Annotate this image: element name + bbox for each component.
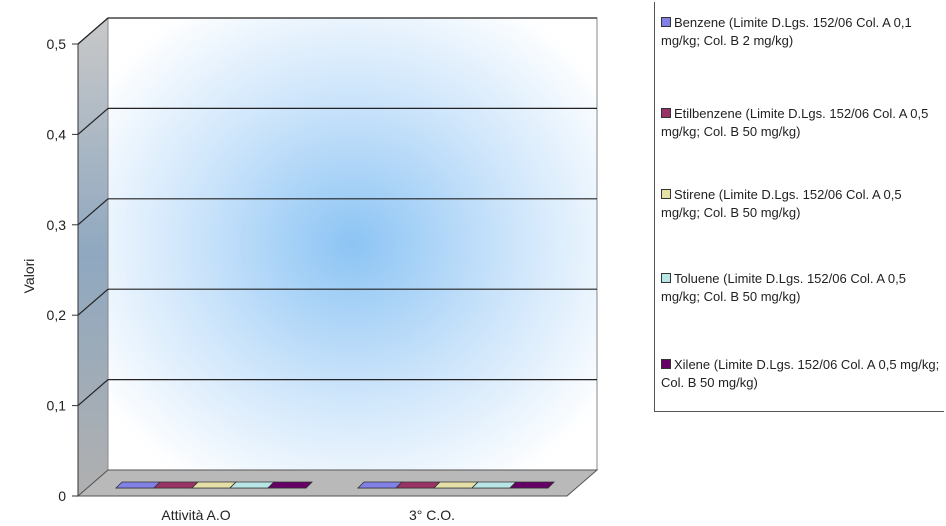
side-wall [77, 16, 109, 498]
bar-top [153, 481, 199, 489]
legend-swatch [661, 108, 671, 118]
y-axis-label: Valori [21, 259, 37, 294]
y-tick-label: 0 [58, 488, 66, 504]
legend-swatch [661, 273, 671, 283]
legend: Benzene (Limite D.Lgs. 152/06 Col. A 0,1… [654, 2, 944, 412]
y-tick-label: 0,3 [47, 217, 67, 233]
floor [76, 469, 599, 497]
legend-label: Xilene (Limite D.Lgs. 152/06 Col. A 0,5 … [661, 357, 940, 390]
bar-top [357, 481, 403, 489]
bar-top [115, 481, 161, 489]
gridline-side [77, 379, 109, 407]
legend-label: Benzene (Limite D.Lgs. 152/06 Col. A 0,1… [661, 15, 912, 48]
bar-top [267, 481, 313, 489]
gridline-side [77, 17, 109, 45]
gridline-side [77, 288, 109, 316]
legend-item: Xilene (Limite D.Lgs. 152/06 Col. A 0,5 … [661, 356, 943, 392]
bar-top [471, 481, 517, 489]
bar-side [305, 481, 313, 489]
legend-item: Etilbenzene (Limite D.Lgs. 152/06 Col. A… [661, 105, 943, 141]
legend-swatch [661, 17, 671, 27]
legend-swatch [661, 359, 671, 369]
bar-top [395, 481, 441, 489]
legend-item: Toluene (Limite D.Lgs. 152/06 Col. A 0,5… [661, 270, 943, 306]
back-wall [107, 17, 598, 471]
y-tick-label: 0,2 [47, 307, 67, 323]
legend-label: Toluene (Limite D.Lgs. 152/06 Col. A 0,5… [661, 271, 906, 304]
legend-swatch [661, 189, 671, 199]
bar-top [433, 481, 479, 489]
bar-top [509, 481, 555, 489]
gridline-side [77, 107, 109, 135]
bar-side [547, 481, 555, 489]
gridline-side [77, 198, 109, 226]
bar-top [229, 481, 275, 489]
legend-item: Stirene (Limite D.Lgs. 152/06 Col. A 0,5… [661, 186, 943, 222]
y-tick-label: 0,4 [47, 126, 67, 142]
y-tick-label: 0,1 [47, 398, 67, 414]
legend-item: Benzene (Limite D.Lgs. 152/06 Col. A 0,1… [661, 14, 943, 50]
y-tick-label: 0,5 [47, 36, 67, 52]
legend-label: Stirene (Limite D.Lgs. 152/06 Col. A 0,5… [661, 187, 902, 220]
x-category-label: 3° C.O. [409, 507, 455, 523]
bar-top [191, 481, 237, 489]
legend-label: Etilbenzene (Limite D.Lgs. 152/06 Col. A… [661, 106, 929, 139]
x-category-label: Attività A.O [161, 507, 230, 523]
